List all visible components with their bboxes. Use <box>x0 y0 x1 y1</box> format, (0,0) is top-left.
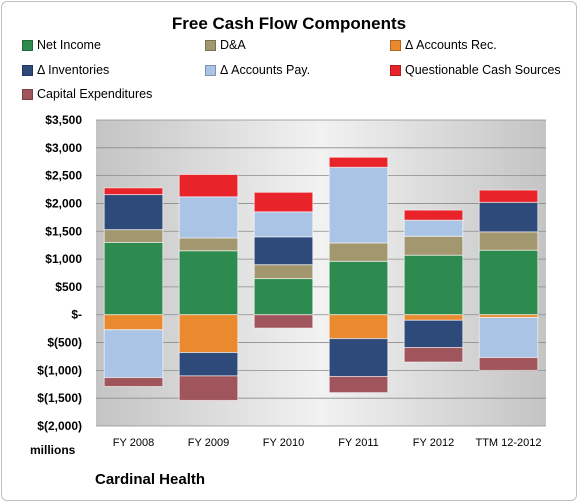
y-axis-unit-label: millions <box>30 443 76 457</box>
x-tick-label: FY 2010 <box>263 437 304 449</box>
bar-segment <box>253 236 314 266</box>
bar-segment <box>178 250 239 316</box>
y-tick-label: $2,000 <box>45 196 82 210</box>
bar-segment <box>328 156 389 168</box>
bar-segment <box>403 219 464 237</box>
bar-segment <box>403 235 464 256</box>
bar-segment <box>478 357 539 371</box>
chart-title: Free Cash Flow Components <box>171 14 407 33</box>
y-tick-label: $(2,000) <box>37 419 82 433</box>
bar-segment <box>403 319 464 349</box>
y-tick-label: $2,500 <box>45 169 82 183</box>
bar-segment <box>328 242 389 262</box>
legend-label: Δ Inventories <box>37 63 110 77</box>
bar-segment <box>328 314 389 340</box>
legend-label: Δ Accounts Rec. <box>405 38 497 52</box>
bar-segment <box>478 189 539 203</box>
y-tick-label: $3,000 <box>45 141 82 155</box>
bar-segment <box>103 314 164 331</box>
bar-segment <box>178 375 239 401</box>
legend-swatch <box>22 39 33 51</box>
legend-swatch <box>205 39 216 51</box>
bar-segment <box>103 329 164 379</box>
legend-label: Capital Expenditures <box>37 87 153 101</box>
bar-segment <box>178 174 239 198</box>
legend-item-capex: Capital Expenditures <box>22 87 152 101</box>
legend-swatch <box>390 64 401 76</box>
y-tick-label: $(500) <box>47 336 82 350</box>
bar-segment <box>403 254 464 316</box>
y-tick-label: $(1,000) <box>37 363 82 377</box>
bar-segment <box>328 260 389 316</box>
bar-segment <box>253 264 314 280</box>
legend-item-da: D&A <box>205 38 246 52</box>
bar-segment <box>478 201 539 233</box>
bar-segment <box>478 231 539 251</box>
bar-segment <box>253 211 314 238</box>
x-tick-label: FY 2009 <box>188 437 229 449</box>
bar-segment <box>103 187 164 196</box>
bar-segment <box>103 194 164 231</box>
y-tick-label: $3,500 <box>45 113 82 127</box>
company-name: Cardinal Health <box>95 471 206 488</box>
legend-swatch <box>205 64 216 76</box>
legend-item-accounts-pay: Δ Accounts Pay. <box>205 63 310 77</box>
legend-swatch <box>390 39 401 51</box>
legend-swatch <box>22 88 33 100</box>
legend-item-inventories: Δ Inventories <box>22 63 109 77</box>
bar-segment <box>178 352 239 377</box>
bar-segment <box>253 314 314 329</box>
y-tick-label: $1,000 <box>45 252 82 266</box>
x-tick-label: FY 2011 <box>338 437 379 449</box>
bar-segment <box>178 237 239 252</box>
legend-item-questionable-cash: Questionable Cash Sources <box>390 63 561 77</box>
bar-segment <box>403 314 464 321</box>
x-tick-label: TTM 12-2012 <box>475 437 541 449</box>
plot-area <box>96 120 546 426</box>
legend-item-accounts-rec: Δ Accounts Rec. <box>390 38 497 52</box>
bar-segment <box>103 229 164 243</box>
x-tick-label: FY 2012 <box>413 437 454 449</box>
x-tick-label: FY 2008 <box>113 437 154 449</box>
bar-segment <box>403 347 464 363</box>
legend-label: D&A <box>220 38 246 52</box>
bar-segment <box>178 196 239 239</box>
legend-label: Δ Accounts Pay. <box>220 63 311 77</box>
legend-swatch <box>22 64 33 76</box>
bar-segment <box>328 338 389 377</box>
bar-segment <box>403 209 464 221</box>
bar-segment <box>478 249 539 316</box>
bar-segment <box>178 314 239 354</box>
y-tick-label: $- <box>71 308 82 322</box>
legend-label: Questionable Cash Sources <box>405 63 561 77</box>
y-tick-label: $1,500 <box>45 224 82 238</box>
bar-segment <box>253 278 314 316</box>
bar-segment <box>103 377 164 387</box>
bar-segment <box>328 166 389 244</box>
legend-label: Net Income <box>37 38 101 52</box>
legend-item-net-income: Net Income <box>22 38 101 52</box>
y-tick-label: $500 <box>55 280 82 294</box>
bar-segment <box>253 191 314 213</box>
bar-segment <box>328 375 389 394</box>
bar-segment <box>478 317 539 359</box>
y-tick-label: $(1,500) <box>37 391 82 405</box>
bar-segment <box>103 241 164 316</box>
